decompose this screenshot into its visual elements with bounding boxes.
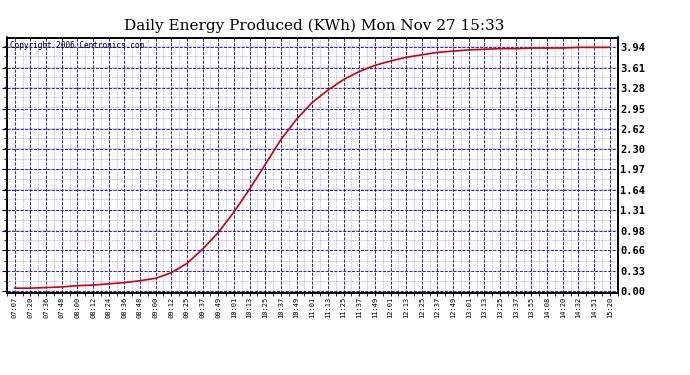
Text: Copyright 2006 Centronics.com: Copyright 2006 Centronics.com xyxy=(10,41,144,50)
Text: Daily Energy Produced (KWh) Mon Nov 27 15:33: Daily Energy Produced (KWh) Mon Nov 27 1… xyxy=(124,19,504,33)
